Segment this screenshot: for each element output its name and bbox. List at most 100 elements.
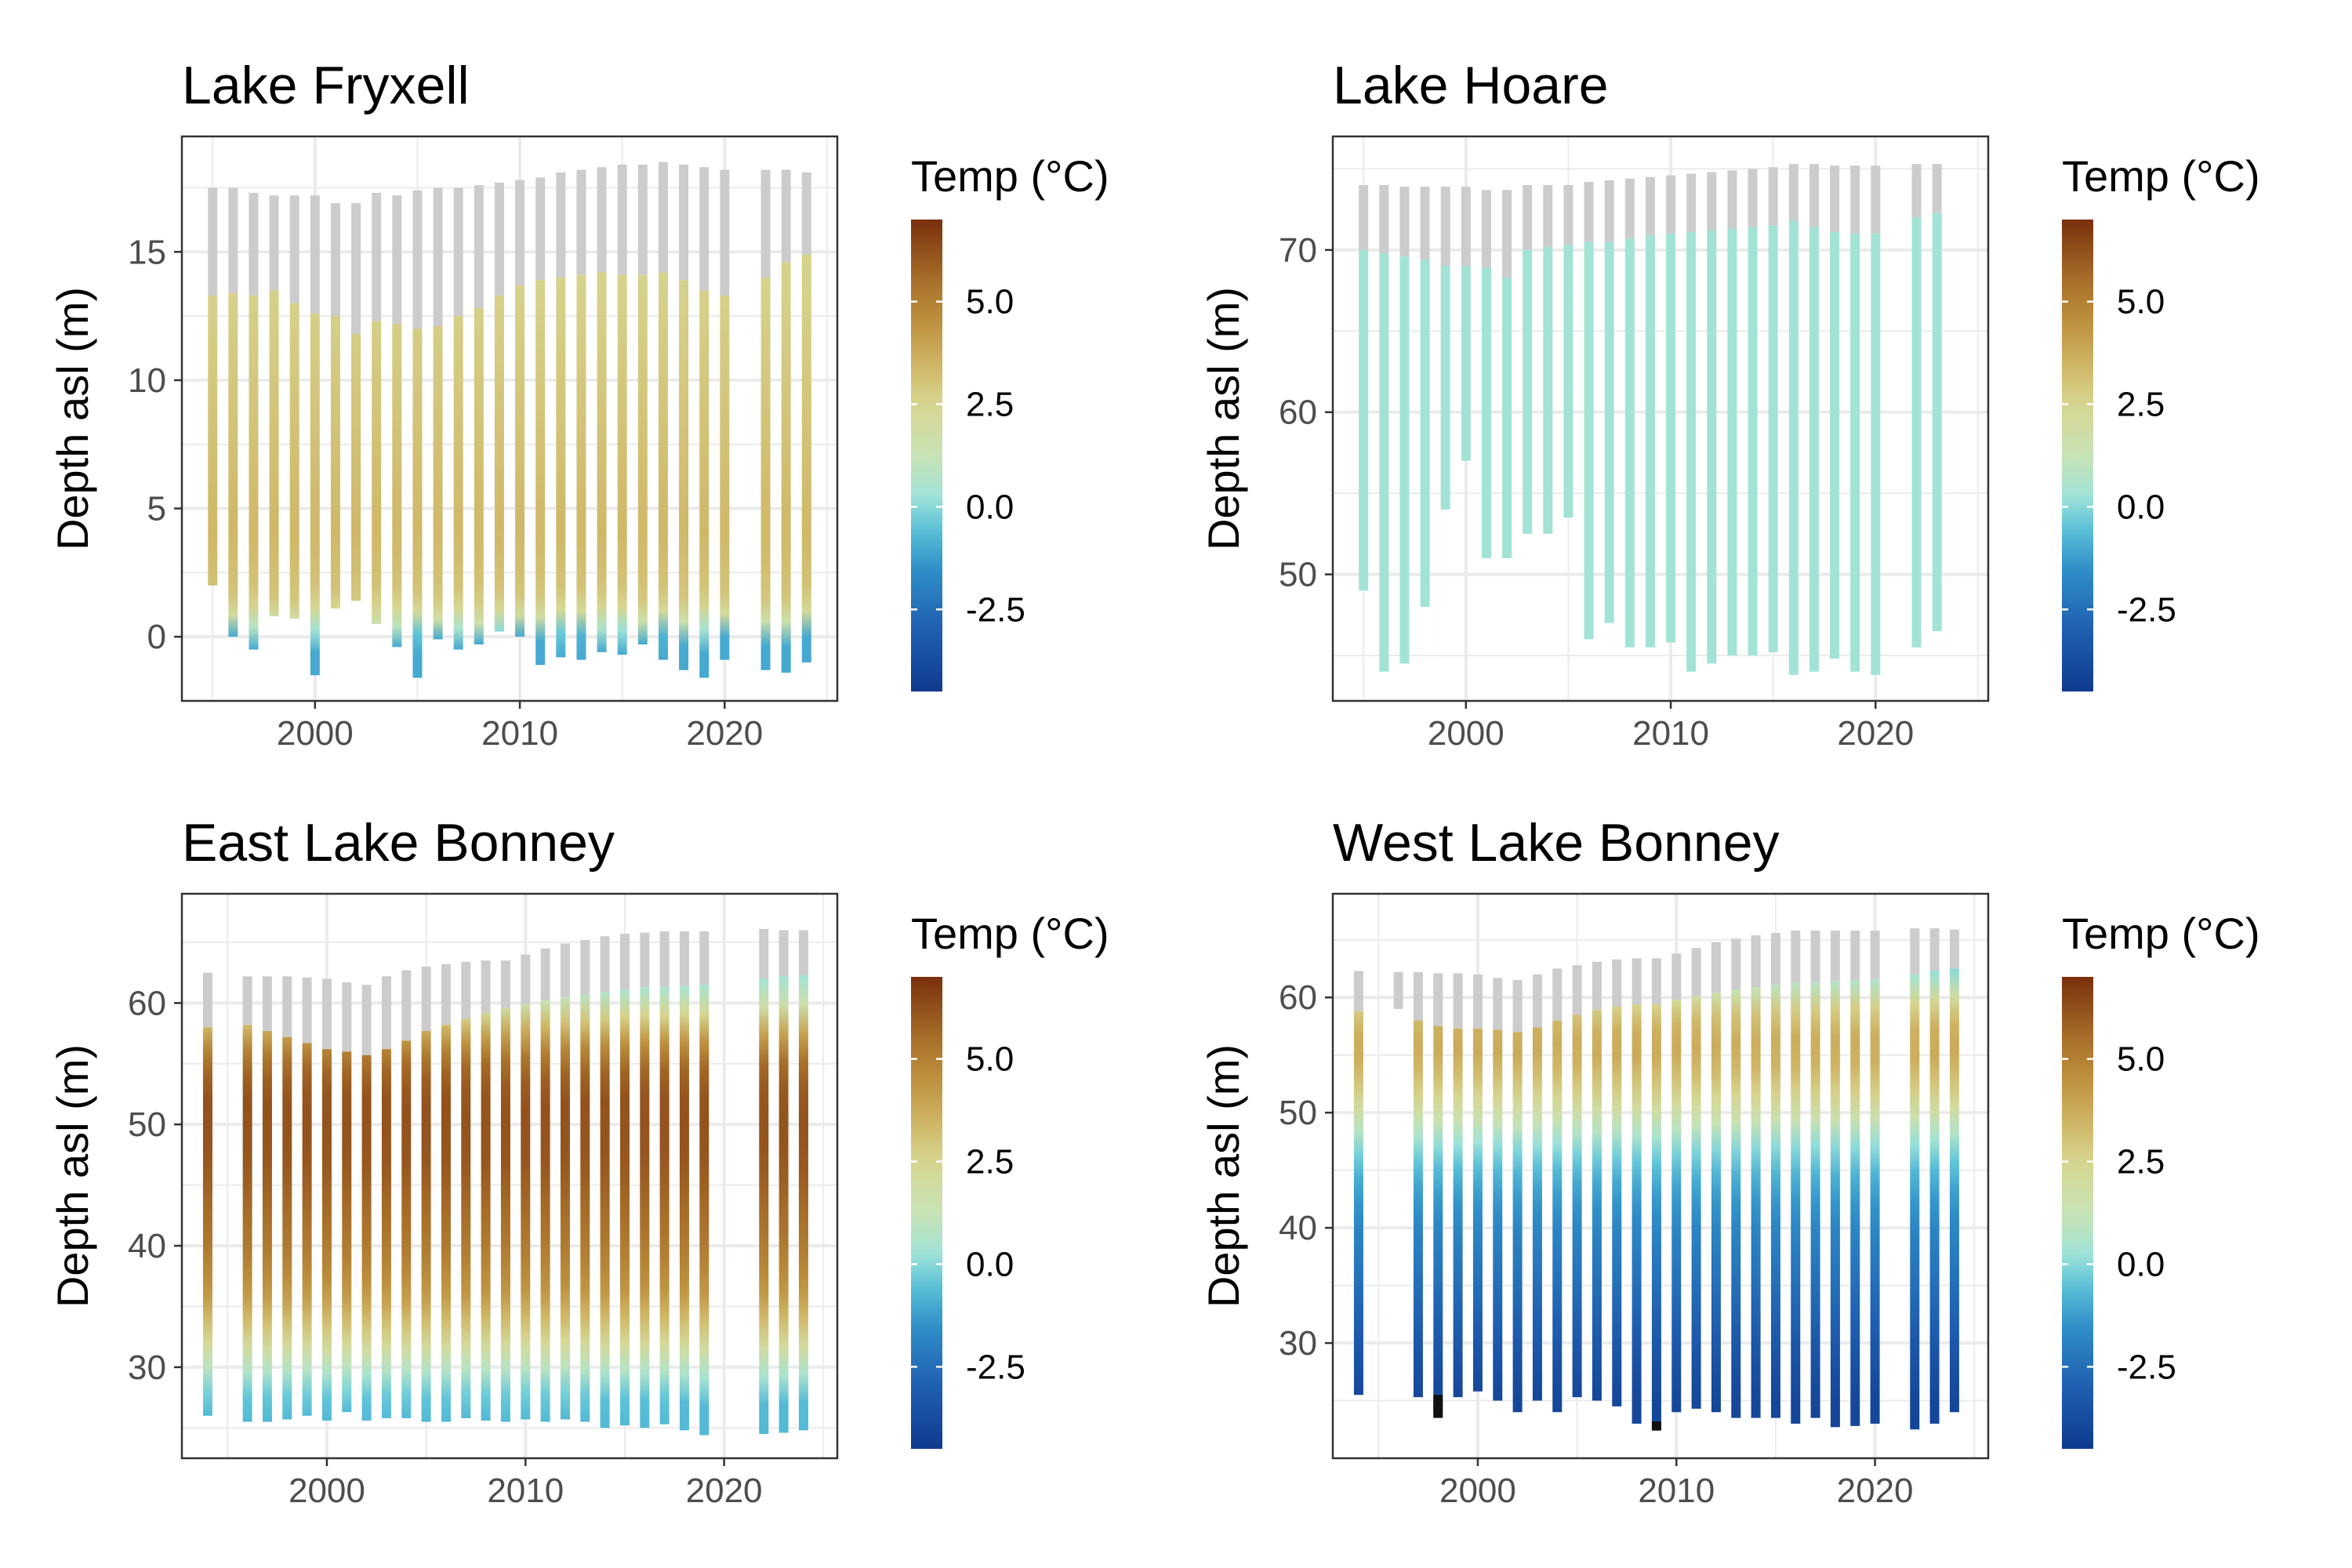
profile-column (1691, 948, 1701, 1409)
ice-segment (262, 976, 272, 1031)
temperature-segment (1666, 234, 1676, 643)
profile-column (342, 982, 352, 1413)
temperature-segment (351, 334, 361, 601)
ice-segment (1949, 929, 1959, 969)
ice-segment (1481, 190, 1491, 268)
temperature-segment (1523, 249, 1533, 534)
temperature-segment (801, 254, 811, 662)
temperature-segment (1751, 987, 1761, 1418)
profile-column (1748, 169, 1758, 656)
profile-column (1523, 185, 1533, 534)
ice-segment (1420, 187, 1430, 260)
profile-column (249, 193, 259, 650)
colorbar-tick-label: -2.5 (966, 590, 1025, 629)
ice-segment (282, 976, 292, 1037)
colorbar (2062, 220, 2093, 691)
y-tick-label: 30 (1279, 1324, 1317, 1363)
ice-segment (798, 930, 808, 975)
colorbar (911, 977, 942, 1449)
x-tick-label: 2010 (1632, 714, 1709, 753)
legend-title: Temp (°C) (911, 909, 1109, 958)
ice-segment (1748, 169, 1758, 227)
chart-title: West Lake Bonney (1333, 813, 1780, 873)
temperature-segment (1949, 968, 1959, 1413)
ice-segment (640, 932, 650, 988)
ice-segment (1512, 980, 1523, 1033)
x-tick-label: 2010 (481, 714, 558, 753)
temperature-segment (1440, 266, 1450, 510)
y-tick-label: 70 (1279, 231, 1317, 270)
temperature-segment (1552, 1020, 1563, 1413)
temperature-segment (1612, 1007, 1622, 1406)
profile-column (1604, 180, 1614, 623)
profile-column (1440, 187, 1450, 510)
profile-column (560, 943, 570, 1420)
profile-column (1911, 164, 1922, 648)
ice-segment (361, 985, 372, 1055)
y-tick-label: 0 (147, 618, 166, 656)
y-tick-label: 40 (1279, 1209, 1317, 1247)
temperature-segment (1572, 1014, 1582, 1398)
colorbar-tick-label: 5.0 (966, 1040, 1014, 1079)
temperature-segment (637, 274, 648, 644)
profile-column (453, 187, 463, 650)
y-tick-label: 60 (1279, 394, 1317, 432)
profile-column (1830, 931, 1840, 1428)
profile-column (640, 932, 650, 1428)
colorbar-tick-label: 2.5 (966, 386, 1014, 424)
profile-column (1379, 185, 1389, 672)
temperature-segment (342, 1051, 352, 1413)
profile-column (617, 165, 627, 655)
ice-segment (1632, 958, 1642, 1005)
ice-segment (781, 169, 791, 263)
ice-segment (269, 195, 279, 291)
colorbar-tick-label: -2.5 (2117, 590, 2176, 629)
ice-segment (1666, 175, 1676, 234)
temperature-segment (1691, 996, 1701, 1409)
ice-segment (1379, 185, 1389, 253)
temperature-segment (699, 290, 710, 678)
ice-segment (580, 939, 590, 995)
ice-segment (1768, 167, 1778, 226)
profile-column (1645, 176, 1655, 648)
ice-segment (597, 167, 607, 273)
ice-segment (421, 966, 431, 1031)
ice-segment (1871, 165, 1881, 234)
ice-segment (249, 193, 259, 296)
ice-segment (1870, 931, 1880, 979)
temperature-segment (330, 316, 340, 609)
y-axis-title: Depth asl (m) (48, 287, 97, 550)
plot-background (1333, 136, 1988, 701)
legend-title: Temp (°C) (911, 151, 1109, 201)
profile-column (1770, 932, 1780, 1418)
ice-segment (289, 195, 299, 303)
ice-segment (441, 964, 451, 1025)
profile-column (699, 931, 710, 1436)
temperature-segment (481, 1012, 491, 1421)
profile-column (535, 177, 546, 666)
temperature-segment (576, 274, 586, 660)
ice-segment (1604, 180, 1614, 242)
temperature-segment (1359, 249, 1369, 591)
temperature-segment (1645, 235, 1655, 648)
ice-segment (461, 961, 471, 1019)
x-tick-label: 2000 (1428, 714, 1504, 753)
temperature-segment (1870, 978, 1880, 1424)
temperature-segment (658, 272, 668, 660)
profile-column (1543, 185, 1553, 534)
temperature-segment (1850, 234, 1860, 672)
panel-border (180, 135, 839, 702)
profile-column (228, 187, 238, 637)
temperature-segment (1711, 993, 1721, 1413)
profile-column (330, 203, 340, 609)
temperature-segment (228, 292, 238, 637)
temperature-segment (310, 313, 320, 676)
x-tick-label: 2000 (277, 714, 354, 753)
profile-column (412, 190, 423, 678)
profile-column (760, 169, 771, 670)
temperature-segment (1748, 227, 1758, 656)
ice-segment (1453, 973, 1463, 1029)
ice-segment (600, 936, 610, 993)
ice-segment (342, 982, 352, 1052)
profile-column (481, 960, 491, 1421)
